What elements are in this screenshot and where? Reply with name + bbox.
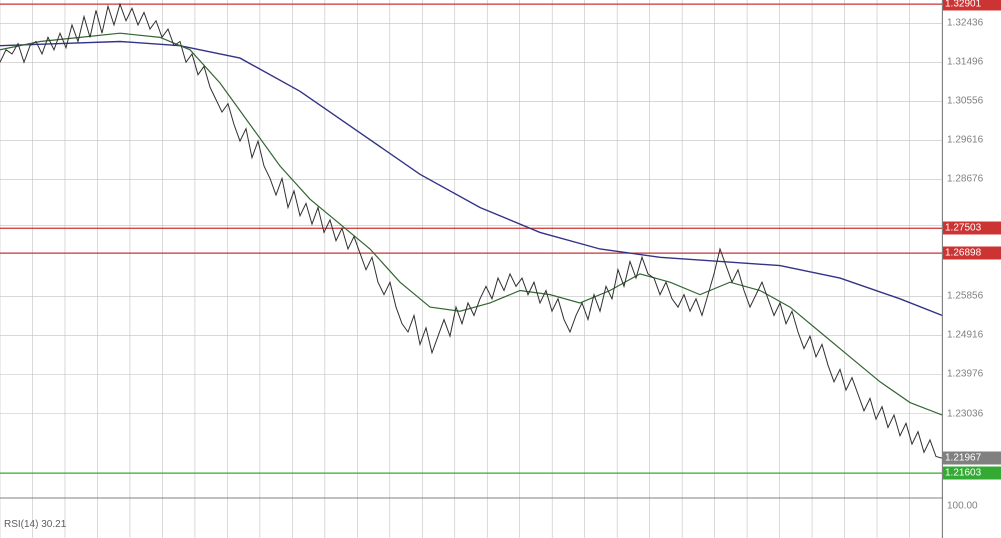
y-tick-label: 1.24916 <box>947 330 983 341</box>
y-tick-label: 1.23976 <box>947 369 983 380</box>
price-level-tag: 1.21603 <box>943 467 1001 480</box>
current-price-tag: 1.21967 <box>943 452 1001 465</box>
price-level-tag: 1.32901 <box>943 0 1001 11</box>
indicator-label: RSI(14) 30.21 <box>4 519 66 530</box>
price-chart[interactable] <box>0 0 942 538</box>
y-tick-label: 1.29616 <box>947 135 983 146</box>
y-tick-label: 1.31496 <box>947 57 983 68</box>
y-tick-label: 1.28676 <box>947 174 983 185</box>
price-level-tag: 1.27503 <box>943 222 1001 235</box>
y-tick-label: 1.32436 <box>947 18 983 29</box>
y-tick-label: 1.23036 <box>947 408 983 419</box>
y-tick-label: 1.30556 <box>947 96 983 107</box>
indicator-y-label: 100.00 <box>947 501 978 512</box>
y-tick-label: 1.25856 <box>947 291 983 302</box>
y-axis: 1.32436 1.31496 1.30556 1.29616 1.28676 1.275… <box>942 0 1001 538</box>
price-level-tag: 1.26898 <box>943 247 1001 260</box>
chart-svg <box>0 0 942 538</box>
